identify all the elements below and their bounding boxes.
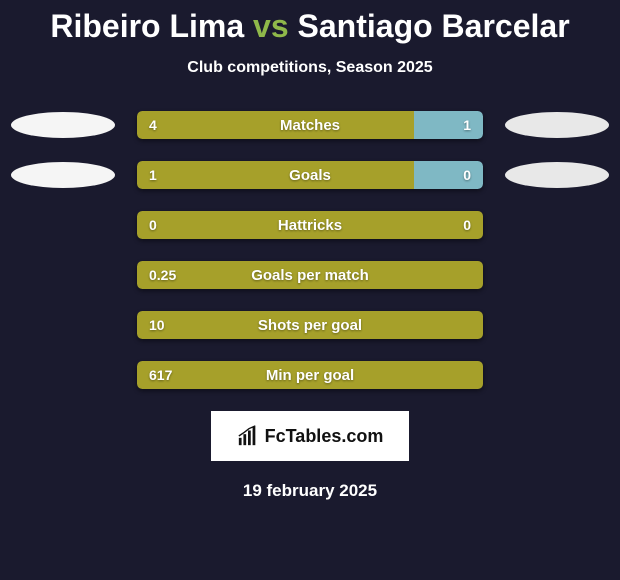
team-badge-left	[11, 157, 115, 193]
stat-label: Hattricks	[137, 211, 483, 239]
team-oval-left	[11, 162, 115, 188]
stat-row: 10Goals	[0, 161, 620, 189]
logo-text: FcTables.com	[265, 426, 384, 447]
stat-label: Min per goal	[137, 361, 483, 389]
stat-row: 617Min per goal	[0, 361, 620, 389]
stat-row: 41Matches	[0, 111, 620, 139]
team-badge-left	[11, 107, 115, 143]
stat-bar: 10Goals	[137, 161, 483, 189]
team-badge-right	[505, 157, 609, 193]
player1-name: Ribeiro Lima	[50, 8, 244, 44]
team-badge-right	[505, 107, 609, 143]
date-text: 19 february 2025	[0, 481, 620, 501]
stat-bar: 10Shots per goal	[137, 311, 483, 339]
stat-label: Matches	[137, 111, 483, 139]
subtitle: Club competitions, Season 2025	[0, 59, 620, 77]
stat-row: 10Shots per goal	[0, 311, 620, 339]
stats-container: 41Matches 10Goals 00Hattricks 0.25Goals per…	[0, 111, 620, 389]
stat-row: 0.25Goals per match	[0, 261, 620, 289]
stat-label: Shots per goal	[137, 311, 483, 339]
stat-bar: 617Min per goal	[137, 361, 483, 389]
stat-bar: 0.25Goals per match	[137, 261, 483, 289]
stat-bar: 00Hattricks	[137, 211, 483, 239]
fctables-logo[interactable]: FcTables.com	[211, 411, 410, 461]
team-oval-left	[11, 112, 115, 138]
team-oval-right	[505, 112, 609, 138]
vs-text: vs	[253, 8, 289, 44]
stat-label: Goals per match	[137, 261, 483, 289]
stat-bar: 41Matches	[137, 111, 483, 139]
player2-name: Santiago Barcelar	[298, 8, 570, 44]
chart-icon	[237, 425, 259, 447]
team-oval-right	[505, 162, 609, 188]
stat-row: 00Hattricks	[0, 211, 620, 239]
comparison-title: Ribeiro Lima vs Santiago Barcelar	[0, 0, 620, 45]
logo-box: FcTables.com	[0, 411, 620, 461]
stat-label: Goals	[137, 161, 483, 189]
